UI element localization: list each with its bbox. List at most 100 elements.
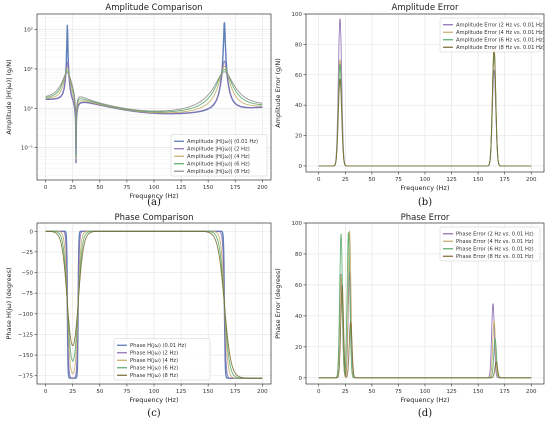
series-group-c bbox=[45, 230, 263, 379]
legend-label: Phase H(jω) (0.01 Hz) bbox=[130, 343, 186, 349]
legend-box bbox=[439, 226, 541, 262]
y-axis-label: Phase H(jω) (degrees) bbox=[5, 268, 13, 340]
x-axis-label: Frequency (Hz) bbox=[400, 396, 449, 404]
legend-label: Phase H(jω) (4 Hz) bbox=[130, 358, 178, 364]
series-line bbox=[45, 69, 263, 157]
y-tick-label: 0 bbox=[299, 164, 303, 170]
x-tick-label: 0 bbox=[317, 389, 321, 395]
y-axis-label: Phase Error (degrees) bbox=[274, 268, 282, 339]
y-tick-label: 10⁻¹ bbox=[21, 145, 33, 152]
legend-a: Amplitude |H(jω)| (0.01 Hz) Amplitude |H(… bbox=[170, 134, 268, 177]
x-tick-label: 50 bbox=[368, 389, 375, 395]
panel-label: (b) bbox=[418, 197, 432, 208]
x-tick-label: 0 bbox=[317, 177, 321, 183]
chart-title: Amplitude Comparison bbox=[105, 3, 202, 13]
y-tick-label: −175 bbox=[18, 374, 34, 380]
y-tick-label: 10¹ bbox=[24, 66, 33, 73]
x-tick-label: 25 bbox=[342, 389, 349, 395]
y-tick-label: 80 bbox=[295, 42, 302, 48]
y-tick-label: 100 bbox=[292, 221, 303, 227]
x-axis-label: Frequency (Hz) bbox=[129, 192, 178, 200]
x-tick-label: 200 bbox=[257, 389, 268, 395]
x-tick-label: 75 bbox=[123, 389, 130, 395]
legend-label: Amplitude Error (4 Hz vs. 0.01 Hz) bbox=[456, 30, 545, 36]
panel-b: 0 25 50 75 100 125 150 175 200 0 20 40 60 80 100 Amplit… bbox=[274, 3, 545, 208]
x-tick-label: 175 bbox=[499, 389, 510, 395]
legend-label: Phase Error (8 Hz vs. 0.01 Hz) bbox=[456, 254, 534, 260]
y-tick-label: −75 bbox=[21, 291, 33, 297]
y-tick-label: 60 bbox=[295, 73, 302, 79]
x-tick-label: 50 bbox=[96, 185, 103, 191]
chart-title: Phase Comparison bbox=[115, 213, 194, 223]
legend-box bbox=[439, 17, 541, 53]
legend-d: Phase Error (2 Hz vs. 0.01 Hz)Phase Erro… bbox=[439, 226, 541, 262]
series-line bbox=[318, 284, 532, 379]
legend-label: Phase Error (4 Hz vs. 0.01 Hz) bbox=[456, 239, 534, 245]
x-tick-label: 100 bbox=[420, 389, 431, 395]
y-tick-label: 10² bbox=[24, 27, 33, 34]
panel-a: 0 25 50 75 100 125 150 175 200 10⁻¹ 10⁰ 10¹ 10² Ampli… bbox=[5, 3, 272, 208]
panel-label: (d) bbox=[418, 408, 432, 419]
x-tick-label: 100 bbox=[149, 389, 160, 395]
y-tick-label: 20 bbox=[295, 134, 302, 140]
series-group-a bbox=[45, 22, 263, 164]
x-tick-label: 175 bbox=[499, 177, 510, 183]
y-tick-label: 40 bbox=[295, 103, 302, 109]
legend-label: Phase H(jω) (8 Hz) bbox=[130, 373, 178, 379]
y-tick-label: −100 bbox=[18, 312, 34, 318]
x-tick-label: 125 bbox=[446, 177, 457, 183]
x-tick-label: 150 bbox=[203, 185, 214, 191]
x-tick-label: 25 bbox=[342, 177, 349, 183]
x-tick-label: 175 bbox=[230, 185, 241, 191]
x-tick-label: 50 bbox=[368, 177, 375, 183]
x-axis-label: Frequency (Hz) bbox=[129, 396, 178, 404]
x-tick-label: 175 bbox=[230, 389, 241, 395]
y-tick-label: 10⁰ bbox=[24, 105, 34, 112]
y-tick-label: 100 bbox=[292, 12, 303, 18]
y-tick-label: 0 bbox=[30, 229, 34, 235]
chart-title: Phase Error bbox=[401, 213, 450, 223]
x-tick-label: 75 bbox=[123, 185, 130, 191]
x-tick-label: 150 bbox=[473, 389, 484, 395]
x-tick-label: 100 bbox=[420, 177, 431, 183]
legend-label: Amplitude Error (8 Hz vs. 0.01 Hz) bbox=[456, 45, 545, 51]
legend-label: Amplitude |H(jω)| (2 Hz) bbox=[187, 147, 250, 153]
legend-label: Phase Error (6 Hz vs. 0.01 Hz) bbox=[456, 247, 534, 253]
legend-label: Amplitude Error (2 Hz vs. 0.01 Hz) bbox=[456, 23, 545, 29]
legend-label: Phase H(jω) (2 Hz) bbox=[130, 351, 178, 357]
x-tick-label: 150 bbox=[203, 389, 214, 395]
legend-label: Amplitude Error (6 Hz vs. 0.01 Hz) bbox=[456, 38, 545, 44]
x-tick-label: 75 bbox=[395, 389, 402, 395]
y-tick-label: 40 bbox=[295, 314, 302, 320]
x-tick-label: 150 bbox=[473, 177, 484, 183]
y-tick-label: −50 bbox=[21, 271, 33, 277]
x-axis-label: Frequency (Hz) bbox=[400, 184, 449, 192]
panel-label: (a) bbox=[147, 197, 161, 208]
series-group-b bbox=[318, 18, 532, 167]
x-tick-label: 125 bbox=[176, 389, 187, 395]
panel-c: 0 25 50 75 100 125 150 175 200 0 −25 −50 −75 −100 −125… bbox=[5, 213, 272, 419]
legend-label: Amplitude |H(jω)| (8 Hz) bbox=[187, 169, 250, 175]
x-tick-label: 50 bbox=[96, 389, 103, 395]
x-tick-label: 25 bbox=[69, 389, 76, 395]
y-tick-label: −150 bbox=[18, 353, 34, 359]
legend-label: Amplitude |H(jω)| (6 Hz) bbox=[187, 162, 250, 168]
series-group-d bbox=[318, 230, 532, 379]
x-tick-label: 75 bbox=[395, 177, 402, 183]
y-tick-label: 80 bbox=[295, 252, 302, 258]
x-tick-label: 125 bbox=[176, 185, 187, 191]
chart-title: Amplitude Error bbox=[392, 3, 459, 13]
x-tick-label: 200 bbox=[526, 177, 537, 183]
y-tick-label: −125 bbox=[18, 332, 34, 338]
legend-label: Phase H(jω) (6 Hz) bbox=[130, 366, 178, 372]
legend-label: Amplitude |H(jω)| (4 Hz) bbox=[187, 154, 250, 160]
legend-label: Amplitude |H(jω)| (0.01 Hz) bbox=[187, 139, 258, 145]
series-line bbox=[45, 230, 263, 379]
panel-d: 0 25 50 75 100 125 150 175 200 0 20 40 60 80 100 Phase … bbox=[274, 213, 545, 419]
series-line bbox=[318, 47, 532, 167]
series-line bbox=[45, 65, 263, 160]
x-tick-label: 200 bbox=[526, 389, 537, 395]
x-tick-label: 0 bbox=[44, 185, 48, 191]
x-tick-label: 100 bbox=[149, 185, 160, 191]
